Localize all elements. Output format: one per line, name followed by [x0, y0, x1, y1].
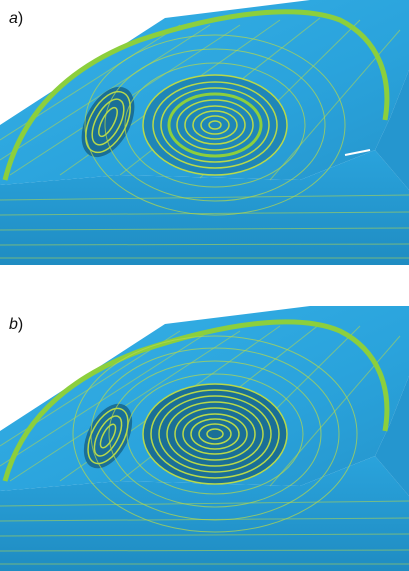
oval-pocket: [83, 403, 133, 469]
panel-paren-a: ): [17, 10, 24, 27]
part-front-surface: [0, 150, 409, 265]
panel-b: b): [0, 306, 409, 571]
oval-pocket: [81, 86, 135, 158]
circular-boss: [142, 74, 288, 176]
part-right-surface: [375, 376, 409, 496]
outer-rings: [84, 34, 346, 216]
circular-boss: [142, 383, 288, 485]
part-right-surface: [375, 70, 409, 190]
part-front-surface: [0, 456, 409, 571]
panel-label-a: a): [9, 10, 23, 28]
boundary-toolpath: [2, 9, 390, 181]
panel-paren-b: ): [17, 316, 24, 333]
boundary-toolpath: [2, 319, 390, 482]
panel-letter-b: b: [9, 316, 18, 333]
toolpath-render-b: [0, 306, 409, 571]
outer-rings: [72, 335, 358, 533]
toolpath-render-a: [0, 0, 409, 265]
panel-a: a): [0, 0, 409, 265]
panel-letter-a: a: [9, 10, 18, 27]
highlight: [344, 149, 371, 156]
panel-label-b: b): [9, 316, 23, 334]
